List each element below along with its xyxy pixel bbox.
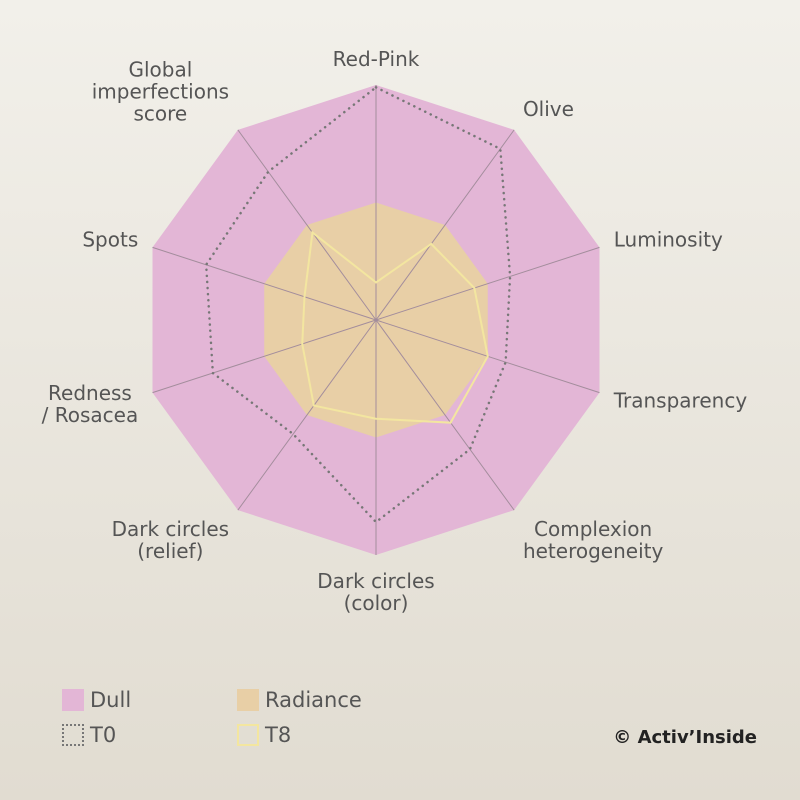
legend-label: T8 xyxy=(265,723,292,747)
axis-spoke xyxy=(375,129,515,321)
series-dotted xyxy=(204,85,512,524)
legend-swatch xyxy=(62,724,84,746)
axis-spoke xyxy=(152,319,377,394)
legend-item: T0 xyxy=(62,723,116,747)
legend-item: T8 xyxy=(237,723,291,747)
axis-label: Spots xyxy=(82,227,139,252)
axis-label: Red-Pink xyxy=(332,47,420,71)
legend-swatch xyxy=(237,689,259,711)
axis-label: Dark circles (color) xyxy=(317,569,435,615)
axis-spoke xyxy=(375,246,600,321)
legend-label: Radiance xyxy=(265,688,362,712)
axis-spoke xyxy=(375,319,515,511)
legend-label: T0 xyxy=(90,723,117,747)
axis-spoke xyxy=(237,129,377,321)
axis-label: Olive xyxy=(522,96,574,121)
axis-label: Redness / Rosacea xyxy=(41,381,139,428)
legend-swatch xyxy=(237,724,259,746)
axis-spoke xyxy=(237,319,377,511)
legend-swatch xyxy=(62,689,84,711)
axis-label: Dark circles (relief) xyxy=(111,517,230,564)
legend-item: Radiance xyxy=(237,688,362,712)
axis-label: Global imperfections score xyxy=(91,57,230,126)
axis-spoke xyxy=(152,246,377,321)
series-line xyxy=(301,230,489,424)
axis-label: Luminosity xyxy=(613,227,723,252)
legend-label: Dull xyxy=(90,688,132,712)
credit: © Activ’Inside xyxy=(613,727,757,748)
axis-label: Transparency xyxy=(613,388,748,413)
legend-item: Dull xyxy=(62,688,131,712)
axis-label: Complexion heterogeneity xyxy=(522,517,664,564)
